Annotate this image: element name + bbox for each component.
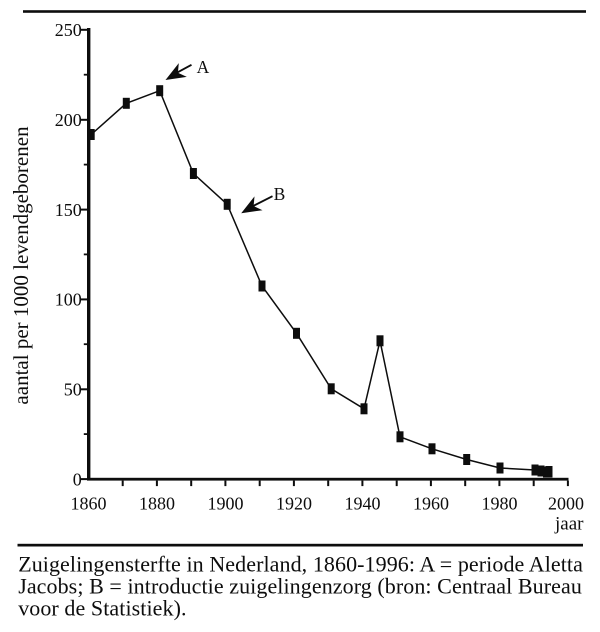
svg-text:Zuigelingensterfte in Nederlan: Zuigelingensterfte in Nederland, 1860-19… [18,551,583,576]
svg-text:1960: 1960 [413,494,449,514]
svg-text:1880: 1880 [139,494,175,514]
svg-text:voor de Statistiek).: voor de Statistiek). [18,595,186,620]
svg-text:1860: 1860 [71,494,107,514]
svg-text:1920: 1920 [276,494,312,514]
svg-text:1980: 1980 [482,494,518,514]
svg-text:0: 0 [73,469,82,489]
svg-text:2000: 2000 [548,494,584,514]
svg-text:150: 150 [55,200,82,220]
svg-text:B: B [274,184,286,204]
svg-text:aantal per 1000 levendgeborene: aantal per 1000 levendgeborenen [9,126,33,405]
svg-text:100: 100 [55,290,82,310]
svg-text:Jacobs; B = introductie zuigel: Jacobs; B = introductie zuigelingenzorg … [18,574,582,599]
svg-text:A: A [197,57,210,77]
svg-text:jaar: jaar [554,514,584,535]
svg-text:1940: 1940 [345,494,381,514]
svg-text:250: 250 [55,20,82,40]
svg-text:200: 200 [55,110,82,130]
svg-text:50: 50 [64,380,82,400]
svg-text:1900: 1900 [208,494,244,514]
